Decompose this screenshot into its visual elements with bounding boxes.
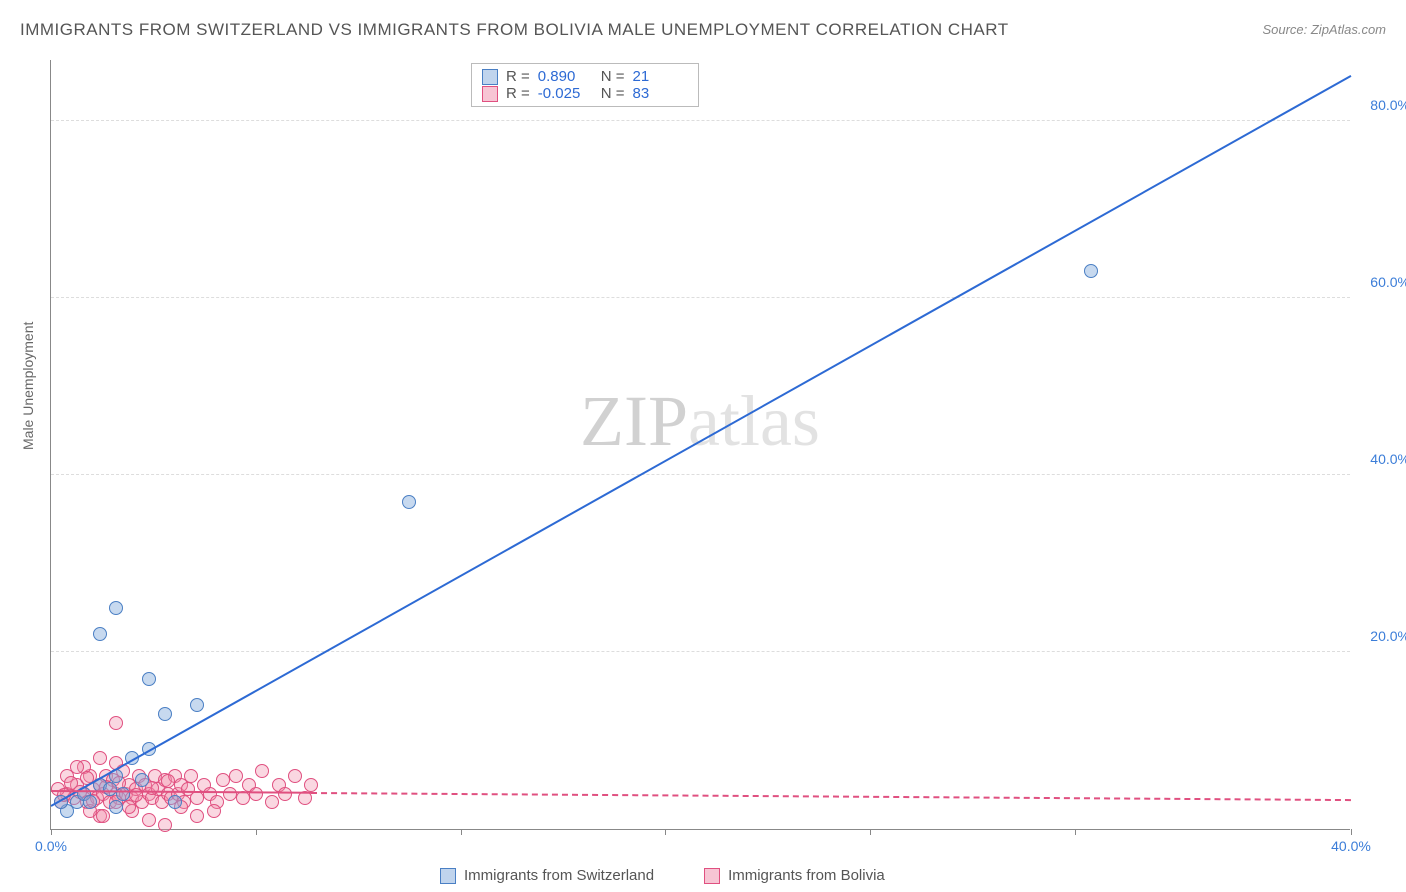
- data-point: [216, 773, 230, 787]
- legend-label-switzerland: Immigrants from Switzerland: [464, 867, 654, 884]
- data-point: [142, 813, 156, 827]
- data-point: [158, 707, 172, 721]
- data-point: [135, 773, 149, 787]
- legend-item-bolivia: Immigrants from Bolivia: [704, 867, 885, 884]
- n-value-switzerland: 21: [633, 68, 688, 85]
- swatch-pink-icon: [482, 86, 498, 102]
- n-label: N =: [601, 85, 625, 102]
- data-point: [304, 778, 318, 792]
- stat-row-switzerland: R = 0.890 N = 21: [482, 68, 688, 85]
- data-point: [109, 716, 123, 730]
- regression-line: [311, 792, 1351, 801]
- r-label: R =: [506, 85, 530, 102]
- x-tick-label: 0.0%: [35, 838, 67, 854]
- data-point: [207, 804, 221, 818]
- data-point: [265, 795, 279, 809]
- r-value-bolivia: -0.025: [538, 85, 593, 102]
- gridline: [51, 120, 1350, 121]
- data-point: [190, 791, 204, 805]
- y-tick-label: 20.0%: [1370, 628, 1406, 644]
- data-point: [190, 809, 204, 823]
- x-tick-mark: [256, 829, 257, 835]
- data-point: [184, 769, 198, 783]
- data-point: [109, 800, 123, 814]
- data-point: [96, 809, 110, 823]
- stat-row-bolivia: R = -0.025 N = 83: [482, 85, 688, 102]
- x-tick-mark: [1075, 829, 1076, 835]
- swatch-blue-icon: [482, 69, 498, 85]
- x-tick-label: 40.0%: [1331, 838, 1371, 854]
- data-point: [116, 787, 130, 801]
- n-label: N =: [601, 68, 625, 85]
- y-tick-label: 60.0%: [1370, 274, 1406, 290]
- legend-label-bolivia: Immigrants from Bolivia: [728, 867, 885, 884]
- regression-line: [51, 75, 1352, 807]
- data-point: [255, 764, 269, 778]
- legend-item-switzerland: Immigrants from Switzerland: [440, 867, 654, 884]
- stats-box: R = 0.890 N = 21 R = -0.025 N = 83: [471, 63, 699, 107]
- x-tick-mark: [870, 829, 871, 835]
- data-point: [402, 495, 416, 509]
- data-point: [103, 782, 117, 796]
- data-point: [229, 769, 243, 783]
- data-point: [190, 698, 204, 712]
- r-value-switzerland: 0.890: [538, 68, 593, 85]
- y-tick-label: 40.0%: [1370, 451, 1406, 467]
- data-point: [249, 787, 263, 801]
- data-point: [168, 795, 182, 809]
- data-point: [83, 795, 97, 809]
- data-point: [161, 774, 175, 788]
- y-tick-label: 80.0%: [1370, 97, 1406, 113]
- plot-area: R = 0.890 N = 21 R = -0.025 N = 83 20.0%…: [50, 60, 1350, 830]
- data-point: [109, 601, 123, 615]
- r-label: R =: [506, 68, 530, 85]
- gridline: [51, 297, 1350, 298]
- x-tick-mark: [461, 829, 462, 835]
- legend: Immigrants from Switzerland Immigrants f…: [440, 867, 885, 884]
- x-tick-mark: [665, 829, 666, 835]
- gridline: [51, 474, 1350, 475]
- data-point: [142, 672, 156, 686]
- x-tick-mark: [1351, 829, 1352, 835]
- data-point: [93, 627, 107, 641]
- data-point: [158, 818, 172, 832]
- source-attribution: Source: ZipAtlas.com: [1262, 22, 1386, 37]
- data-point: [1084, 264, 1098, 278]
- data-point: [93, 751, 107, 765]
- data-point: [288, 769, 302, 783]
- gridline: [51, 651, 1350, 652]
- swatch-pink-icon: [704, 868, 720, 884]
- data-point: [223, 787, 237, 801]
- x-tick-mark: [51, 829, 52, 835]
- chart-title: IMMIGRANTS FROM SWITZERLAND VS IMMIGRANT…: [20, 20, 1009, 40]
- n-value-bolivia: 83: [633, 85, 688, 102]
- swatch-blue-icon: [440, 868, 456, 884]
- y-axis-label: Male Unemployment: [20, 322, 36, 450]
